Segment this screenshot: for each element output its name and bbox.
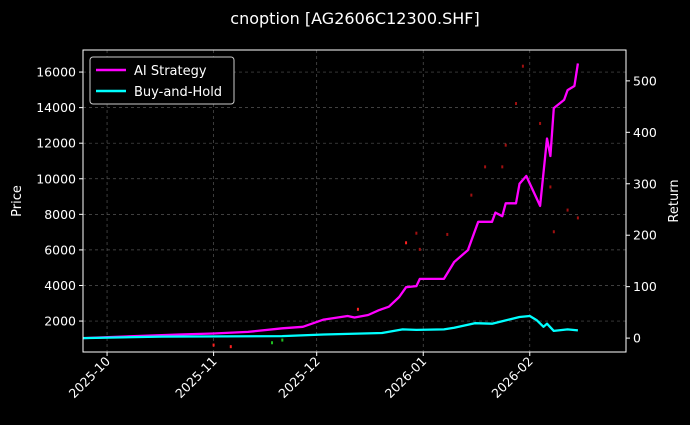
y-tick-label: 4000 xyxy=(44,278,76,293)
price-marker xyxy=(446,232,449,236)
y-tick-label: 12000 xyxy=(36,136,76,151)
price-marker xyxy=(504,143,507,147)
series-line-ai-strategy xyxy=(82,63,580,340)
price-marker xyxy=(212,343,215,347)
price-marker xyxy=(470,193,473,197)
y-axis-label-right: Return xyxy=(667,179,682,222)
price-marker xyxy=(501,165,504,169)
y-tick-label-right: 500 xyxy=(633,73,657,88)
legend: AI Strategy Buy-and-Hold xyxy=(89,56,235,105)
price-marker xyxy=(521,64,524,68)
price-marker xyxy=(515,102,518,106)
price-marker xyxy=(539,121,542,125)
price-marker xyxy=(576,216,579,220)
price-marker xyxy=(549,185,552,189)
y-tick-label: 2000 xyxy=(44,314,76,329)
price-marker xyxy=(566,208,569,212)
y-axis-label: Price xyxy=(10,185,25,217)
y-tick-label-right: 300 xyxy=(633,176,657,191)
plot-frame xyxy=(82,49,627,353)
chart-title: cnoption [AG2606C12300.SHF] xyxy=(230,9,479,28)
legend-label-ai-strategy: AI Strategy xyxy=(134,64,207,79)
price-marker xyxy=(552,230,555,234)
price-marker xyxy=(415,231,418,235)
series-line-buy-and-hold xyxy=(82,314,579,340)
y-tick-label: 14000 xyxy=(36,100,76,115)
y-tick-label: 8000 xyxy=(44,207,76,222)
y-tick-label: 6000 xyxy=(44,242,76,257)
y-tick-label-right: 200 xyxy=(633,228,657,243)
y-tick-label-right: 0 xyxy=(633,331,641,346)
legend-label-buy-and-hold: Buy-and-Hold xyxy=(134,85,222,100)
price-marker xyxy=(281,338,284,342)
y-tick-label: 16000 xyxy=(36,65,76,80)
price-marker xyxy=(229,345,232,349)
y-tick-label-right: 400 xyxy=(633,125,657,140)
y-tick-label: 10000 xyxy=(36,171,76,186)
price-marker xyxy=(405,241,408,245)
price-marker xyxy=(356,307,359,311)
price-marker xyxy=(418,247,421,251)
price-marker xyxy=(484,165,487,169)
plot-marks xyxy=(82,63,580,349)
price-marker xyxy=(271,341,274,345)
y-tick-label-right: 100 xyxy=(633,279,657,294)
